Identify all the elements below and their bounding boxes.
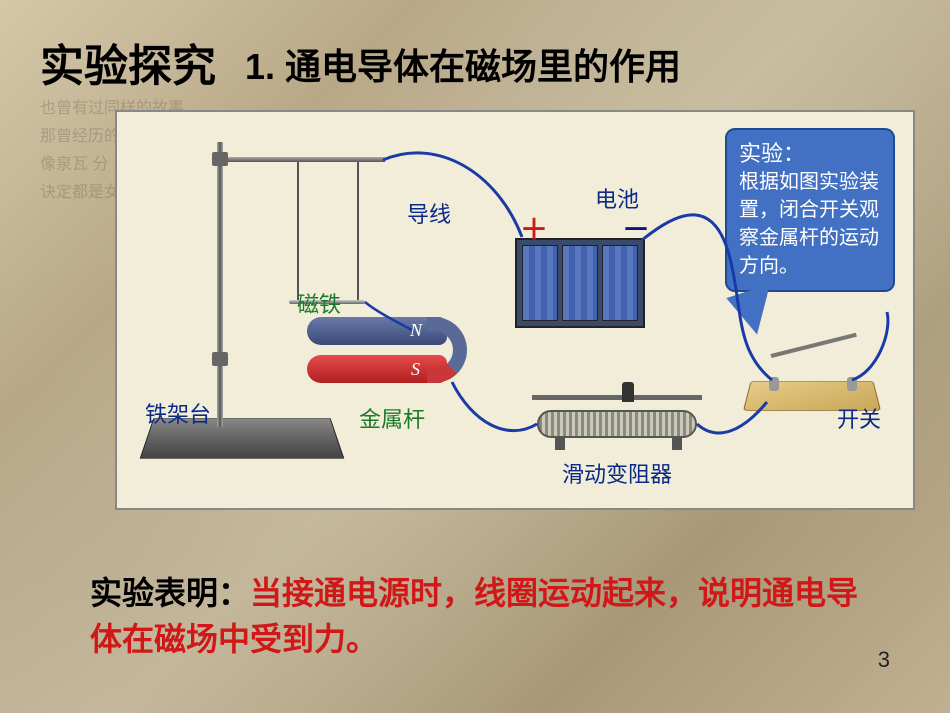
rheostat-slider xyxy=(622,382,634,402)
rheostat-bar xyxy=(532,395,702,400)
magnet-north xyxy=(307,317,447,345)
rheostat-body xyxy=(537,410,697,438)
experiment-callout: 实验： 根据如图实验装置，闭合开关观察金属杆的运动方向。 xyxy=(725,128,895,292)
label-rod: 金属杆 xyxy=(359,402,425,434)
stand-clamp xyxy=(212,152,228,166)
label-magnet: 磁铁 xyxy=(297,287,341,319)
stand-pole xyxy=(217,142,223,427)
battery xyxy=(515,238,645,328)
rheostat-foot xyxy=(672,438,682,450)
hanger-wire xyxy=(357,162,359,302)
label-switch: 开关 xyxy=(837,402,881,434)
battery-cell xyxy=(602,245,638,321)
page-number: 3 xyxy=(878,647,890,673)
topic-title: 1. 通电导体在磁场里的作用 xyxy=(245,38,681,90)
battery-plus: ＋ xyxy=(520,208,548,248)
conclusion-prefix: 实验表明： xyxy=(90,575,250,611)
battery-cell xyxy=(522,245,558,321)
section-title: 实验探究 xyxy=(40,30,216,94)
conclusion-text: 实验表明：当接通电源时，线圈运动起来，说明通电导体在磁场中受到力。 xyxy=(90,570,890,662)
callout-tail xyxy=(726,284,783,340)
rheostat-foot xyxy=(555,438,565,450)
experiment-diagram: 实验： 根据如图实验装置，闭合开关观察金属杆的运动方向。 N S ＋ － xyxy=(115,110,915,510)
switch-terminal xyxy=(847,377,857,391)
hanger-wire xyxy=(297,162,299,302)
battery-minus: － xyxy=(622,208,650,248)
stand-arm xyxy=(220,157,385,162)
magnet-south xyxy=(307,355,447,383)
callout-body: 根据如图实验装置，闭合开关观察金属杆的运动方向。 xyxy=(739,168,881,280)
pole-s-label: S xyxy=(411,359,420,380)
battery-cell xyxy=(562,245,598,321)
pole-n-label: N xyxy=(410,320,422,341)
magnet-curve xyxy=(427,317,467,383)
label-stand: 铁架台 xyxy=(145,397,211,429)
label-wire: 导线 xyxy=(407,197,451,229)
label-battery: 电池 xyxy=(595,182,639,214)
switch-terminal xyxy=(769,377,779,391)
label-rheostat: 滑动变阻器 xyxy=(562,457,672,489)
switch-lever xyxy=(771,333,857,358)
stand-clamp xyxy=(212,352,228,366)
callout-title: 实验： xyxy=(739,140,881,168)
